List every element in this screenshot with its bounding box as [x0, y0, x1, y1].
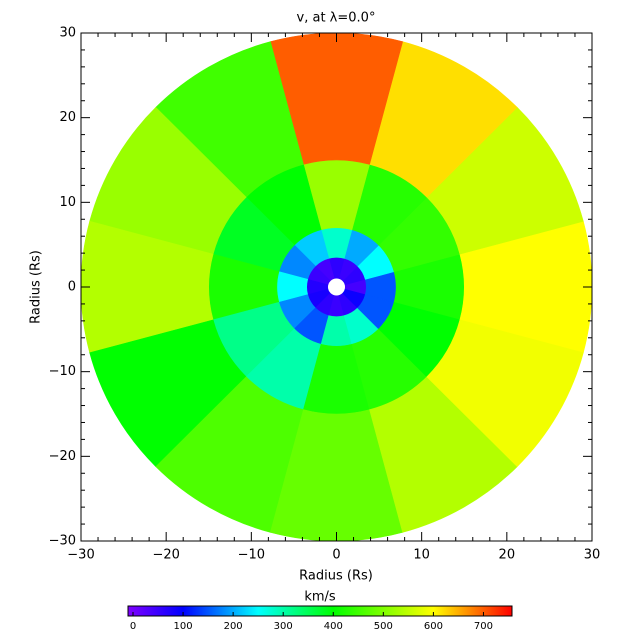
- chart-title: v, at λ=0.0°: [297, 11, 376, 26]
- y-tick-label: 20: [59, 110, 76, 125]
- heat-cell: [89, 319, 247, 468]
- heat-cell: [155, 376, 304, 533]
- x-tick-label: 30: [584, 548, 601, 563]
- colorbar-tick-label: 600: [424, 621, 443, 632]
- colorbar-tick-label: 100: [174, 621, 193, 632]
- heat-cell: [270, 32, 403, 165]
- heat-cell: [369, 41, 518, 198]
- heat-cell: [80, 220, 214, 354]
- heat-cell: [89, 106, 247, 255]
- heat-cell: [426, 319, 584, 468]
- x-tick-label: −10: [238, 548, 265, 563]
- y-tick-label: −20: [49, 449, 76, 464]
- heat-cell: [426, 106, 584, 255]
- colorbar: [127, 605, 513, 617]
- sun-disk: [327, 278, 346, 296]
- colorbar-tick-label: 200: [224, 621, 243, 632]
- heat-cell: [270, 409, 403, 542]
- x-tick-label: 20: [499, 548, 516, 563]
- y-tick-label: 30: [59, 26, 76, 41]
- colorbar-tick-label: 0: [130, 621, 136, 632]
- heat-cell: [459, 220, 593, 354]
- x-tick-label: 0: [332, 548, 340, 563]
- x-tick-label: −20: [152, 548, 179, 563]
- colorbar-tick-label: 400: [324, 621, 343, 632]
- heat-cell: [155, 41, 304, 198]
- colorbar-label: km/s: [304, 590, 336, 605]
- y-tick-label: 0: [68, 280, 76, 295]
- y-axis-label: Radius (Rs): [29, 250, 44, 324]
- x-tick-label: −30: [67, 548, 94, 563]
- y-tick-label: −10: [49, 364, 76, 379]
- y-tick-label: −30: [49, 534, 76, 549]
- colorbar-tick-label: 700: [474, 621, 493, 632]
- colorbar-tick-label: 300: [274, 621, 293, 632]
- x-axis-label: Radius (Rs): [299, 569, 373, 584]
- x-tick-label: 10: [413, 548, 430, 563]
- y-tick-label: 10: [59, 195, 76, 210]
- heat-cell: [369, 376, 518, 533]
- colorbar-tick-label: 500: [374, 621, 393, 632]
